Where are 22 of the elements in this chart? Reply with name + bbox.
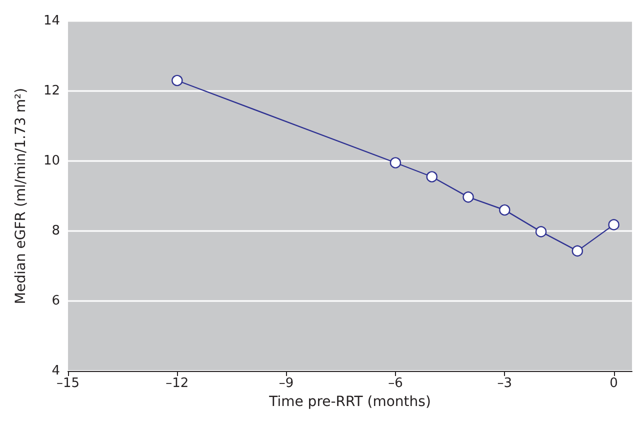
x-axis-title: Time pre-RRT (months) [268, 394, 431, 410]
x-tick-label: –6 [388, 376, 403, 391]
x-tick-label: –15 [56, 376, 80, 391]
point [608, 219, 620, 230]
point [390, 157, 402, 168]
y-axis-title: Median eGFR (ml/min/1.73 m²) [13, 88, 29, 304]
y-tick-label: 6 [52, 294, 60, 308]
y-tick-label: 8 [52, 224, 60, 238]
point [462, 191, 474, 203]
y-tick-label: 14 [43, 14, 60, 28]
point [172, 74, 183, 86]
point [499, 204, 510, 216]
y-tick-label: 10 [43, 154, 60, 168]
x-tick-label: 0 [610, 376, 618, 391]
x-tick-label: –3 [497, 376, 512, 391]
y-tick-label: 4 [52, 364, 60, 378]
point [535, 226, 547, 238]
point [426, 171, 438, 182]
x-tick-label: –9 [278, 376, 294, 391]
point [572, 245, 584, 257]
x-tick-label: –12 [166, 376, 189, 391]
y-tick-label: 12 [43, 84, 60, 98]
